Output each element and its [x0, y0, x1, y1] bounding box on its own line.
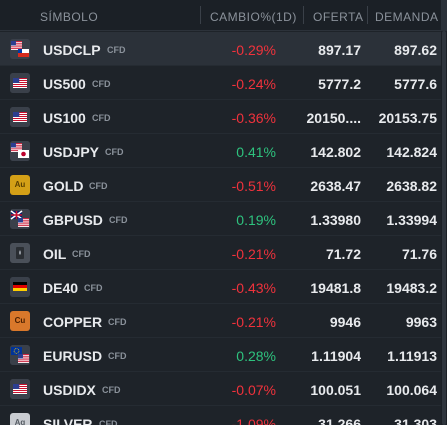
- table-row[interactable]: EURUSD CFD 0.28% 1.11904 1.11913: [0, 338, 441, 372]
- us-flag-icon: [10, 107, 30, 127]
- bid-price[interactable]: 71.72: [325, 246, 361, 262]
- silver-icon: Ag: [10, 413, 30, 425]
- copper-icon: Cu: [10, 311, 30, 331]
- symbol-name: EURUSD: [43, 348, 103, 364]
- symbol-name: GOLD: [43, 178, 84, 194]
- ask-price[interactable]: 897.62: [394, 42, 437, 58]
- bid-price[interactable]: 142.802: [310, 144, 361, 160]
- scrollbar[interactable]: [441, 31, 447, 425]
- column-divider[interactable]: [200, 6, 201, 24]
- instrument-type-badge: CFD: [105, 147, 124, 157]
- germany-flag-icon: [10, 277, 30, 297]
- ask-price[interactable]: 1.11913: [387, 348, 437, 364]
- instrument-list: USDCLP CFD -0.29% 897.17 897.62 US500 CFD -0.24…: [0, 32, 441, 425]
- table-row[interactable]: Au GOLD CFD -0.51% 2638.47 2638.82: [0, 168, 441, 202]
- instrument-type-badge: CFD: [107, 45, 126, 55]
- gold-icon: Au: [10, 175, 30, 195]
- symbol-name: USDIDX: [43, 382, 96, 398]
- column-divider[interactable]: [303, 6, 304, 24]
- change-percent: -0.21%: [231, 314, 276, 330]
- ask-price[interactable]: 142.824: [386, 144, 437, 160]
- table-row[interactable]: US500 CFD -0.24% 5777.2 5777.6: [0, 66, 441, 100]
- bid-price[interactable]: 5777.2: [318, 76, 361, 92]
- instrument-type-badge: CFD: [92, 113, 111, 123]
- change-percent: -0.07%: [231, 382, 276, 398]
- ask-price[interactable]: 1.33994: [386, 212, 437, 228]
- ask-price[interactable]: 31.303: [394, 416, 437, 425]
- table-row[interactable]: USDJPY CFD 0.41% 142.802 142.824: [0, 134, 441, 168]
- table-row[interactable]: GBPUSD CFD 0.19% 1.33980 1.33994: [0, 202, 441, 236]
- scrollbar-cap: [441, 0, 447, 31]
- table-header: SÍMBOLO CAMBIO%(1D) OFERTA DEMANDA: [0, 0, 447, 31]
- oil-icon: [10, 243, 30, 263]
- change-percent: -0.21%: [231, 246, 276, 262]
- symbol-name: US100: [43, 110, 86, 126]
- change-percent: -0.24%: [231, 76, 276, 92]
- table-row[interactable]: Cu COPPER CFD -0.21% 9946 9963: [0, 304, 441, 338]
- gbp-usd-flag-icon: [10, 209, 30, 229]
- symbol-name: SILVER: [43, 416, 93, 425]
- column-divider[interactable]: [367, 6, 368, 24]
- table-row[interactable]: OIL CFD -0.21% 71.72 71.76: [0, 236, 441, 270]
- symbol-name: US500: [43, 76, 86, 92]
- column-header-bid[interactable]: OFERTA: [313, 10, 364, 24]
- ask-price[interactable]: 9963: [405, 314, 437, 330]
- us-flag-icon: [10, 379, 30, 399]
- ask-price[interactable]: 100.064: [386, 382, 437, 398]
- instrument-type-badge: CFD: [92, 79, 111, 89]
- instrument-type-badge: CFD: [109, 215, 128, 225]
- instrument-type-badge: CFD: [108, 351, 127, 361]
- table-row[interactable]: US100 CFD -0.36% 20150.... 20153.75: [0, 100, 441, 134]
- eur-usd-flag-icon: [10, 345, 30, 365]
- change-percent: -0.29%: [231, 42, 276, 58]
- table-row[interactable]: DE40 CFD -0.43% 19481.8 19483.2: [0, 270, 441, 304]
- symbol-name: COPPER: [43, 314, 103, 330]
- ask-price[interactable]: 2638.82: [386, 178, 437, 194]
- table-row[interactable]: USDCLP CFD -0.29% 897.17 897.62: [0, 32, 441, 66]
- bid-price[interactable]: 9946: [329, 314, 361, 330]
- ask-price[interactable]: 5777.6: [394, 76, 437, 92]
- change-percent: -0.36%: [231, 110, 276, 126]
- bid-price[interactable]: 31.266: [318, 416, 361, 425]
- table-row[interactable]: USDIDX CFD -0.07% 100.051 100.064: [0, 372, 441, 406]
- bid-price[interactable]: 20150....: [306, 110, 362, 126]
- instrument-type-badge: CFD: [102, 385, 121, 395]
- symbol-name: OIL: [43, 246, 67, 262]
- instrument-type-badge: CFD: [99, 419, 118, 425]
- column-header-symbol[interactable]: SÍMBOLO: [40, 10, 99, 24]
- symbol-name: USDJPY: [43, 144, 100, 160]
- symbol-name: GBPUSD: [43, 212, 103, 228]
- us-flag-icon: [10, 73, 30, 93]
- instrument-type-badge: CFD: [72, 249, 91, 259]
- bid-price[interactable]: 19481.8: [310, 280, 361, 296]
- bid-price[interactable]: 100.051: [310, 382, 361, 398]
- change-percent: 0.28%: [236, 348, 276, 364]
- column-header-change[interactable]: CAMBIO%(1D): [210, 10, 297, 24]
- instrument-type-badge: CFD: [108, 317, 127, 327]
- scrollbar-thumb[interactable]: [442, 31, 446, 425]
- bid-price[interactable]: 897.17: [318, 42, 361, 58]
- bid-price[interactable]: 1.11904: [311, 348, 361, 364]
- instrument-type-badge: CFD: [89, 181, 108, 191]
- change-percent: 0.41%: [236, 144, 276, 160]
- symbol-name: DE40: [43, 280, 79, 296]
- bid-price[interactable]: 2638.47: [310, 178, 361, 194]
- change-percent: -0.51%: [231, 178, 276, 194]
- ask-price[interactable]: 71.76: [401, 246, 437, 262]
- instrument-type-badge: CFD: [84, 283, 103, 293]
- column-header-ask[interactable]: DEMANDA: [375, 10, 439, 24]
- ask-price[interactable]: 20153.75: [378, 110, 437, 126]
- change-percent: -0.43%: [231, 280, 276, 296]
- ask-price[interactable]: 19483.2: [386, 280, 437, 296]
- usd-clp-flag-icon: [10, 39, 30, 59]
- usd-jpy-flag-icon: [10, 141, 30, 161]
- table-row[interactable]: Ag SILVER CFD -1.09% 31.266 31.303: [0, 406, 441, 425]
- bid-price[interactable]: 1.33980: [310, 212, 361, 228]
- change-percent: 0.19%: [236, 212, 276, 228]
- change-percent: -1.09%: [231, 416, 276, 425]
- symbol-name: USDCLP: [43, 42, 101, 58]
